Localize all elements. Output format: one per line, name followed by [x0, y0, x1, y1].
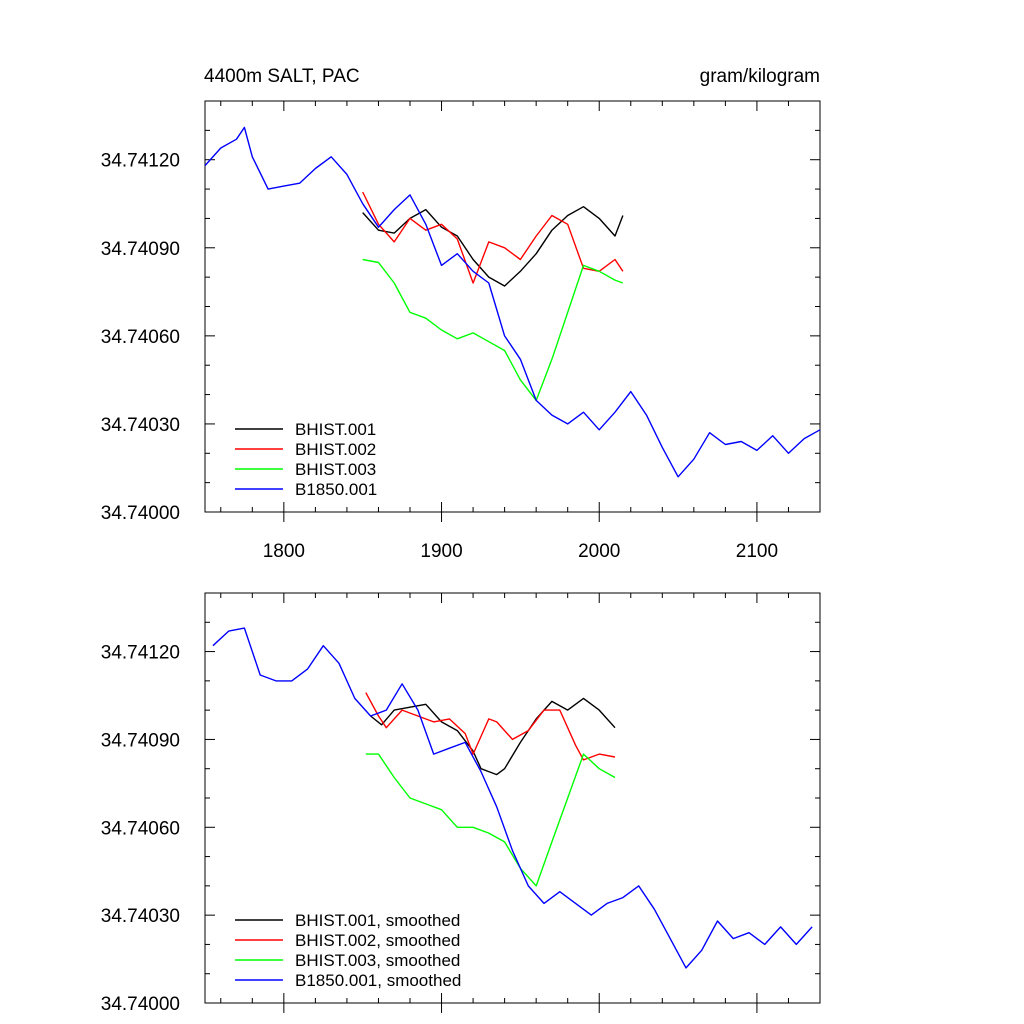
- series-line-3: [212, 627, 813, 969]
- chart-title: 4400m SALT, PAC: [204, 66, 360, 87]
- legend-label: BHIST.003: [295, 460, 376, 479]
- series-line-1: [365, 692, 616, 761]
- y-tick-label: 34.74060: [101, 818, 180, 839]
- legend-label: BHIST.001: [295, 420, 376, 439]
- series-line-0: [370, 697, 616, 776]
- y-tick-label: 34.74030: [101, 415, 180, 436]
- top-plot: 34.74000 34.74030 34.74060 34.74090 34.74120…: [101, 100, 821, 562]
- y-tick-label: 34.74000: [101, 503, 180, 524]
- y-tick-label: 34.74090: [101, 239, 180, 260]
- y-tick-label: 34.74030: [101, 906, 180, 927]
- x-tick-label: 2000: [578, 541, 620, 562]
- x-tick-label: 2100: [736, 541, 778, 562]
- y-tick-label: 34.74090: [101, 730, 180, 751]
- x-tick-label: 1900: [420, 541, 462, 562]
- bottom-plot: 34.74000 34.74030 34.74060 34.74090 34.74120…: [101, 592, 821, 1015]
- series-line-3: [204, 126, 821, 478]
- y-tick-label: 34.74060: [101, 327, 180, 348]
- y-tick-label: 34.74000: [101, 994, 180, 1015]
- series-line-2: [362, 258, 624, 402]
- y-tick-label: 34.74120: [101, 643, 180, 664]
- y-tick-label: 34.74120: [101, 151, 180, 172]
- legend-label: BHIST.002: [295, 440, 376, 459]
- series-line-2: [365, 753, 616, 887]
- series-line-0: [362, 205, 624, 287]
- legend-label: BHIST.003, smoothed: [295, 951, 460, 970]
- legend-label: BHIST.002, smoothed: [295, 931, 460, 950]
- legend-label: B1850.001: [295, 480, 377, 499]
- legend-label: B1850.001, smoothed: [295, 971, 461, 990]
- legend-label: BHIST.001, smoothed: [295, 911, 460, 930]
- series-line-1: [362, 191, 624, 284]
- chart-units: gram/kilogram: [700, 66, 820, 87]
- x-tick-label: 1800: [263, 541, 305, 562]
